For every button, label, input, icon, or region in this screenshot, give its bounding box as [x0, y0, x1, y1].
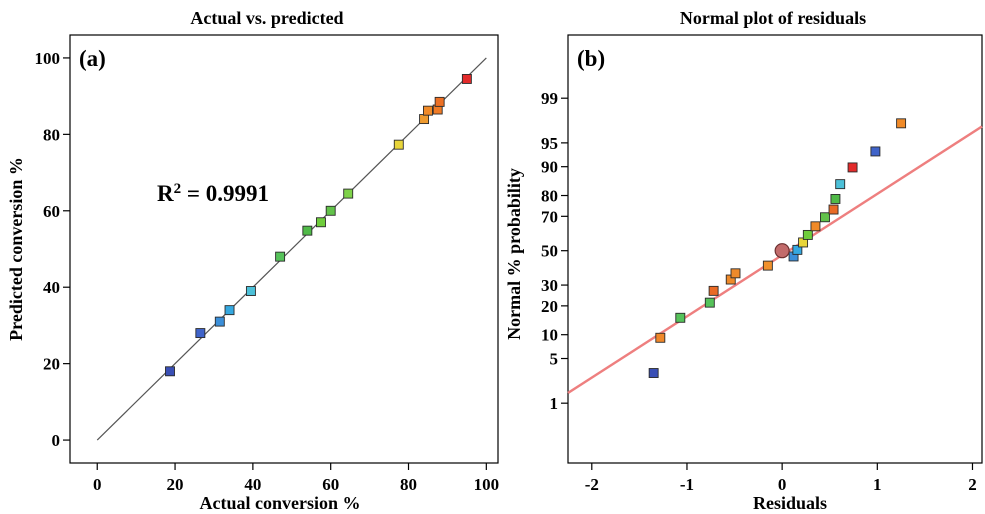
data-point: [165, 366, 175, 377]
x-tick-label: 0: [93, 475, 102, 494]
x-tick-label: 0: [778, 475, 787, 494]
data-point: [847, 162, 858, 173]
panel-b-center-group: [774, 243, 790, 259]
y-tick-label: 10: [541, 326, 558, 345]
data-point: [302, 225, 313, 236]
data-point: [316, 217, 326, 228]
data-point: [648, 368, 659, 378]
data-point: [835, 179, 846, 190]
data-point: [828, 204, 839, 215]
x-tick-label: 80: [400, 475, 417, 494]
data-point: [820, 212, 830, 223]
panel-b-title: Normal plot of residuals: [680, 8, 866, 28]
y-tick-label: 80: [43, 125, 60, 144]
data-point: [802, 229, 813, 240]
data-point: [704, 297, 715, 308]
y-tick-label: 99: [541, 89, 558, 108]
data-point: [224, 305, 235, 316]
y-tick-label: 20: [541, 297, 558, 316]
y-tick-label: 20: [43, 355, 60, 374]
y-tick-label: 0: [52, 431, 61, 450]
data-point: [195, 328, 206, 339]
x-tick-label: 60: [322, 475, 339, 494]
panel-b-normal-plot: Normal plot of residuals (b) -2 -1 0 1 2 151…: [504, 8, 983, 513]
data-point: [870, 146, 881, 157]
y-tick-label: 40: [43, 278, 60, 297]
data-point: [393, 139, 404, 150]
data-point: [675, 312, 686, 323]
panel-b-y-axis-label: Normal % probability: [504, 168, 524, 340]
y-tick-label: 5: [550, 350, 559, 369]
panel-a-actual-vs-predicted: Actual vs. predicted (a) R2 = 0.9991 0 20…: [6, 8, 499, 513]
x-tick-label: 40: [244, 475, 261, 494]
y-tick-label: 95: [541, 134, 558, 153]
y-tick-label: 30: [541, 276, 558, 295]
y-tick-label: 50: [541, 242, 558, 261]
panel-b-fit-line-group: [567, 125, 983, 394]
data-point: [792, 244, 803, 255]
data-point: [214, 316, 225, 327]
panel-b-label: (b): [577, 46, 605, 71]
data-point: [762, 260, 773, 271]
data-point: [325, 205, 336, 216]
y-tick-label: 80: [541, 187, 558, 206]
data-point: [830, 194, 841, 204]
x-tick-label: 100: [474, 475, 500, 494]
x-tick-label: 20: [167, 475, 184, 494]
center-point: [774, 243, 790, 259]
panel-a-x-axis-ticks: 0 20 40 60 80 100: [93, 463, 499, 494]
data-point: [275, 251, 286, 262]
y-tick-label: 70: [541, 207, 558, 226]
x-tick-label: -1: [680, 475, 694, 494]
data-point: [245, 286, 256, 296]
data-point: [419, 114, 430, 125]
data-point: [423, 105, 433, 116]
y-tick-label: 90: [541, 158, 558, 177]
panel-a-y-axis-label: Predicted conversion %: [6, 157, 26, 341]
panel-b-x-axis-ticks: -2 -1 0 1 2: [585, 463, 977, 494]
data-point: [343, 188, 354, 199]
panel-a-y-axis-ticks: 0 20 40 60 80 100: [35, 49, 70, 450]
y-tick-label: 1: [550, 394, 559, 413]
data-point: [730, 268, 741, 279]
panel-b-x-axis-label: Residuals: [753, 493, 827, 513]
data-point: [896, 118, 907, 129]
panel-b-plot-frame: [567, 34, 983, 464]
panel-a-title: Actual vs. predicted: [190, 8, 343, 28]
panel-a-plot-frame: [69, 34, 499, 464]
panel-a-x-axis-label: Actual conversion %: [200, 493, 361, 513]
x-tick-label: 2: [968, 475, 977, 494]
y-tick-label: 60: [43, 202, 60, 221]
data-point: [810, 221, 821, 232]
y-tick-label: 100: [35, 49, 61, 68]
fit-line: [567, 125, 983, 394]
panel-b-data-points: [648, 118, 907, 378]
x-tick-label: 1: [873, 475, 882, 494]
data-point: [708, 285, 719, 296]
panel-a-label: (a): [79, 46, 106, 71]
data-point: [461, 73, 472, 84]
panel-a-data-points: [165, 73, 472, 377]
panel-a-r-squared-annotation: R2 = 0.9991: [157, 181, 269, 206]
data-point: [434, 96, 445, 107]
data-point: [655, 332, 666, 343]
x-tick-label: -2: [585, 475, 599, 494]
